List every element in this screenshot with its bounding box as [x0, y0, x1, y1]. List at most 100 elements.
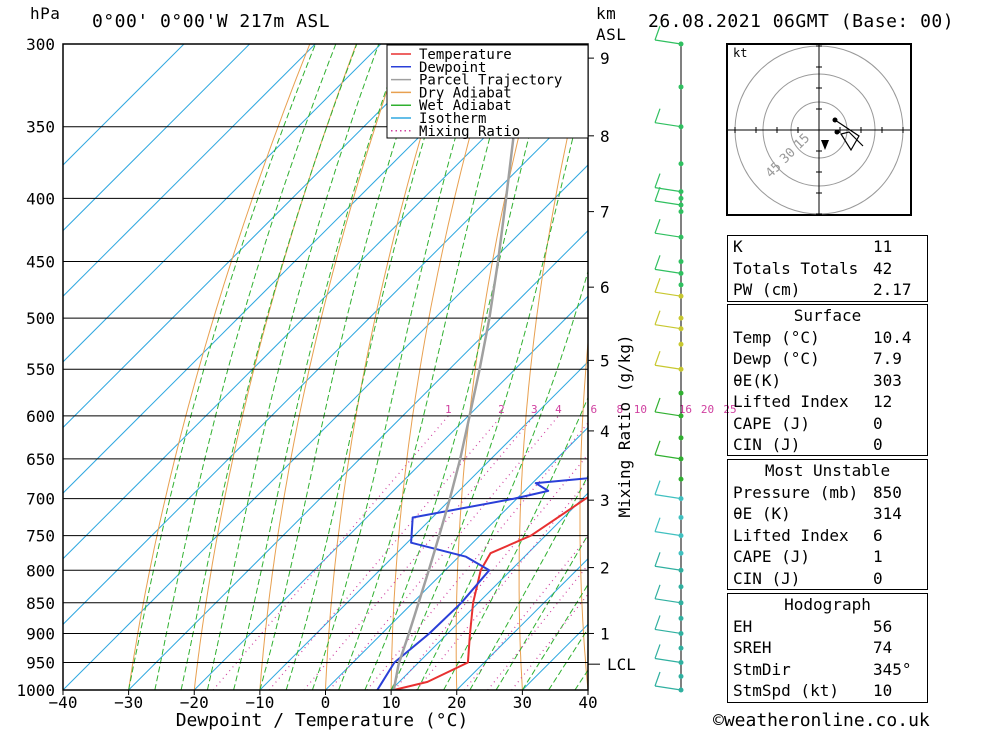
index-label: Dewp (°C) — [733, 349, 820, 368]
index-value: 303 — [873, 370, 902, 390]
mixing-ratio-line — [212, 415, 449, 690]
index-row: CAPE (J) 0 — [728, 413, 927, 435]
mixing-ratio-line — [268, 415, 502, 690]
index-value: 850 — [873, 482, 902, 502]
wind-barb — [654, 517, 682, 537]
km-tick-label: 9 — [600, 49, 610, 68]
wind-barb — [654, 108, 682, 128]
hodograph-panel: Hodograph EH 56 SREH 74 StmDir 345° StmSpd (kt… — [727, 593, 928, 703]
legend-label: Dewpoint — [419, 60, 486, 76]
index-row: K 11 — [728, 236, 928, 258]
hodograph-title: Hodograph — [784, 595, 871, 614]
index-value: 7.9 — [873, 349, 902, 368]
pressure-tick-label: 550 — [26, 360, 55, 379]
mixing-ratio-label: 25 — [723, 403, 736, 416]
lcl-label: LCL — [607, 655, 636, 674]
wind-barb — [654, 351, 682, 370]
wet-adiabat-line — [469, 474, 588, 690]
temperature-line — [393, 496, 588, 690]
isotherm-line — [63, 44, 513, 494]
km-tick-label: 2 — [600, 559, 610, 578]
hodograph-units: kt — [733, 46, 747, 60]
mixing-ratio-axis-title: Mixing Ratio (g/kg) — [615, 334, 634, 517]
mixing-ratio-label: 6 — [590, 403, 597, 416]
wind-level-dot — [678, 584, 684, 590]
wet-adiabat-line — [285, 44, 454, 690]
index-label: StmDir — [733, 659, 791, 679]
storm-motion-icon — [821, 140, 829, 150]
mixing-ratio-label: 1 — [445, 403, 452, 416]
mixing-ratio-label: 4 — [555, 403, 562, 416]
index-label: θE (K) — [733, 504, 791, 523]
hodograph-point — [834, 129, 840, 135]
mixing-ratio-label: 2 — [498, 403, 505, 416]
wind-barb — [654, 480, 682, 500]
km-tick-label: 6 — [600, 278, 610, 297]
mixing-ratio-line — [487, 563, 588, 690]
index-label: Totals Totals — [733, 258, 859, 278]
index-row: CIN (J) 0 — [728, 568, 927, 590]
index-label: θE(K) — [733, 370, 782, 390]
km-tick-label: 4 — [600, 422, 610, 441]
wet-adiabat-line — [206, 44, 380, 690]
index-row: StmSpd (kt) 10 — [728, 680, 927, 702]
isotherm-line — [63, 44, 447, 429]
wind-barb — [654, 644, 682, 664]
index-label: EH — [733, 616, 753, 636]
wind-level-dot — [678, 673, 684, 679]
wind-level-dot — [678, 390, 684, 396]
wind-barb-column — [654, 25, 684, 693]
isotherm-line — [63, 44, 316, 297]
x-tick-label: −10 — [245, 693, 274, 712]
km-tick-label: 7 — [600, 203, 610, 222]
wind-barb — [654, 255, 682, 274]
wind-level-dot — [678, 195, 684, 201]
isotherm-line — [259, 361, 588, 690]
mixing-ratio-line — [394, 453, 588, 690]
index-value: 1 — [873, 547, 883, 566]
surface-title: Surface — [793, 306, 862, 325]
isotherm-line — [63, 164, 588, 690]
x-tick-label: 20 — [447, 693, 466, 712]
isotherm-line — [193, 295, 588, 690]
index-value: 56 — [873, 616, 893, 636]
temperature-axis: −40 −30 −20 −10 0 10 20 30 40 — [49, 690, 598, 712]
index-label: CIN (J) — [733, 568, 801, 588]
wind-barb — [654, 277, 682, 297]
isotherm-line — [128, 229, 588, 690]
pressure-tick-label: 650 — [26, 450, 55, 469]
mixing-ratio-labels: 1 2 3 4 6 8 10 16 20 25 — [445, 403, 737, 416]
index-row: Lifted Index 12 — [728, 391, 927, 413]
mixing-ratio-label: 3 — [531, 403, 538, 416]
pressure-tick-label: 850 — [26, 594, 55, 613]
mixing-ratio-line — [366, 421, 588, 690]
index-row: StmDir 345° — [728, 659, 927, 681]
legend-label: Temperature — [419, 47, 512, 63]
index-label: Temp (°C) — [733, 327, 820, 347]
index-row: Totals Totals 42 — [728, 258, 928, 280]
height-axis: 1 2 3 4 5 6 7 8 9 LCL — [588, 49, 636, 674]
legend-label: Parcel Trajectory — [419, 73, 562, 89]
wind-barb — [654, 615, 682, 635]
x-tick-label: −30 — [114, 693, 143, 712]
index-value: 12 — [873, 392, 893, 411]
km-tick-label: 5 — [600, 351, 610, 370]
wind-level-dot — [678, 645, 684, 651]
x-tick-label: 10 — [381, 693, 400, 712]
index-row: Temp (°C) 10.4 — [728, 327, 927, 349]
legend-box — [386, 44, 589, 139]
index-value: 74 — [873, 638, 893, 657]
wind-level-dot — [678, 615, 684, 621]
dewpoint-line — [376, 477, 588, 690]
legend-label: Dry Adiabat — [419, 85, 512, 101]
index-value: 0 — [873, 568, 883, 588]
index-row: SREH 74 — [728, 637, 927, 659]
index-row: CAPE (J) 1 — [728, 546, 927, 568]
isotherm-line — [63, 44, 185, 166]
x-tick-label: 30 — [513, 693, 532, 712]
pressure-tick-label: 700 — [26, 490, 55, 509]
dry-adiabat-line — [639, 44, 682, 690]
x-tick-label: −40 — [49, 693, 78, 712]
